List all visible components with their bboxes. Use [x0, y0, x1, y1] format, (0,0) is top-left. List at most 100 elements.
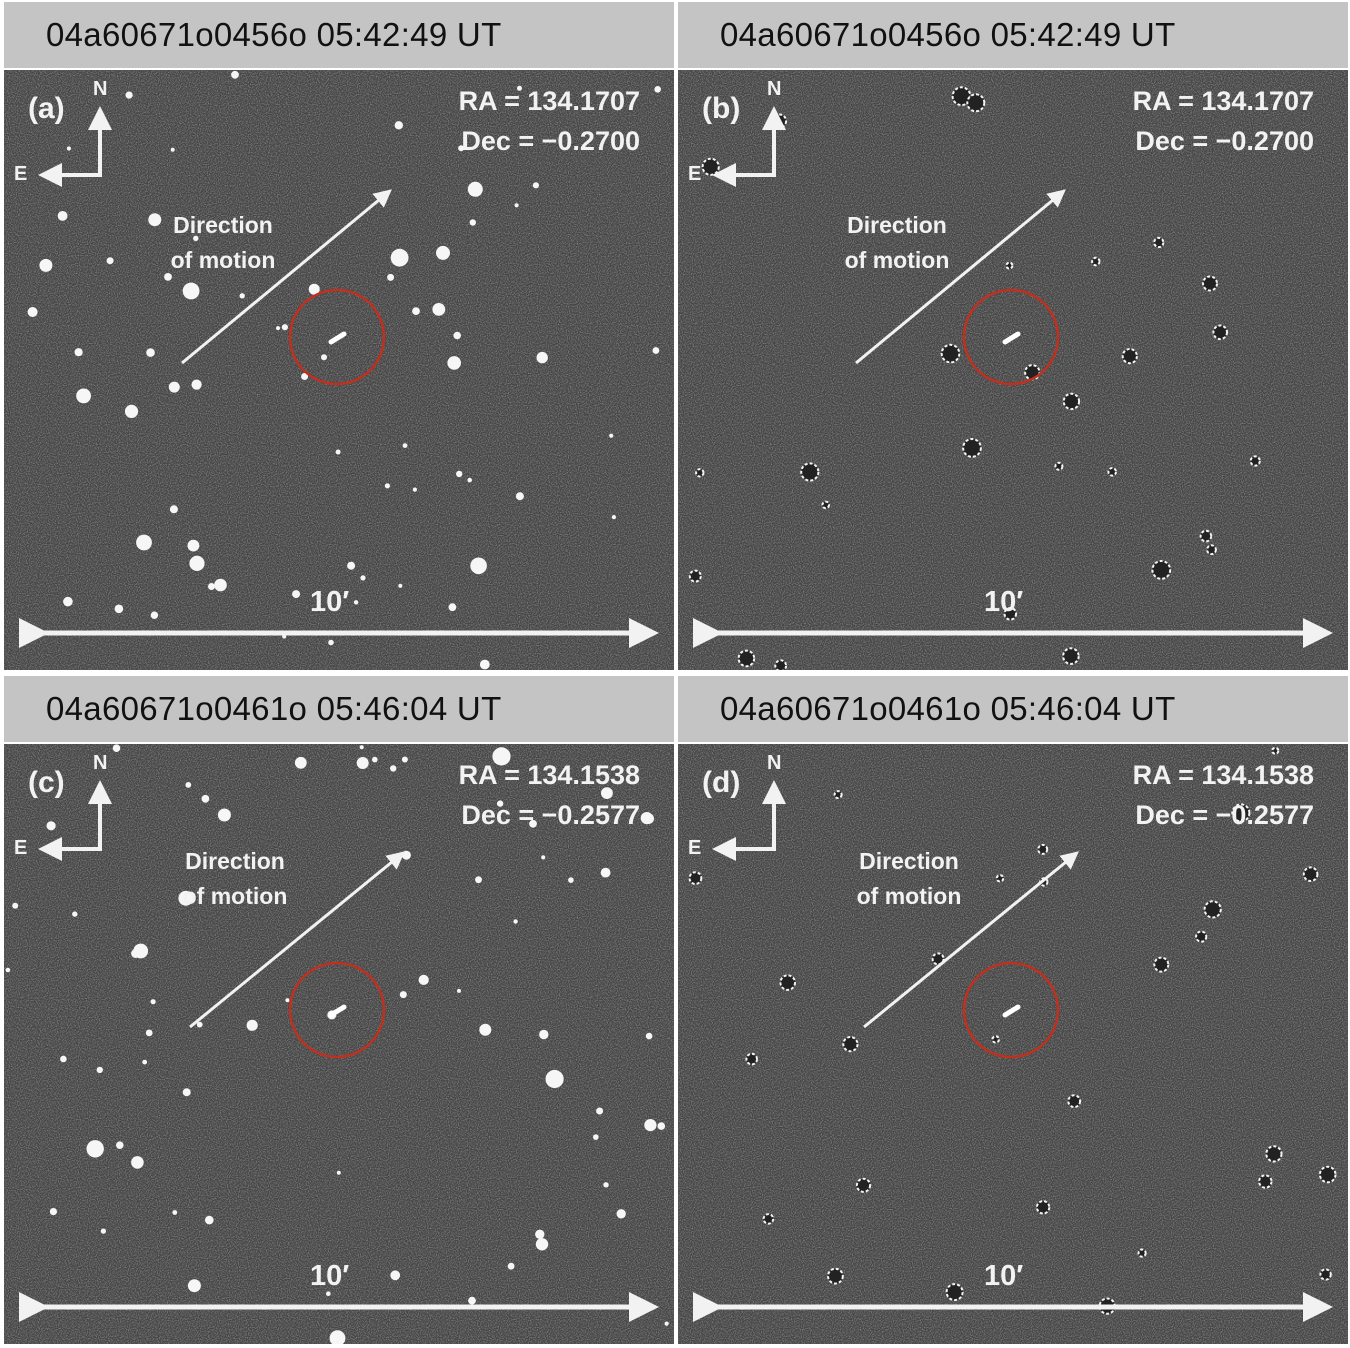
east-label: E	[688, 837, 702, 859]
star	[182, 1088, 191, 1097]
star	[603, 1182, 609, 1188]
star	[372, 756, 378, 763]
star	[479, 659, 490, 670]
star	[931, 952, 945, 966]
star	[394, 121, 403, 130]
star	[827, 1267, 844, 1285]
star	[74, 348, 83, 357]
east-label: E	[688, 163, 702, 185]
star	[1003, 607, 1018, 621]
star	[779, 974, 796, 991]
star	[644, 1119, 657, 1132]
star	[390, 248, 409, 267]
star	[308, 283, 320, 295]
east-label: E	[14, 837, 28, 859]
star	[945, 1283, 964, 1302]
star	[191, 379, 202, 390]
star	[596, 1107, 604, 1115]
star	[133, 943, 149, 959]
figure-panel-b: 04a60671o0456o 05:42:49 UT (b) N E RA = …	[678, 2, 1348, 670]
star	[447, 356, 462, 370]
star	[39, 258, 53, 272]
star	[86, 1140, 104, 1158]
star	[600, 867, 611, 878]
star	[418, 974, 429, 985]
star	[1107, 467, 1118, 477]
star	[664, 1321, 669, 1326]
star	[479, 1023, 492, 1036]
star	[951, 86, 972, 107]
ra-coordinate: RA = 134.1707	[458, 86, 640, 116]
star	[701, 157, 720, 176]
motion-direction-arrow	[181, 189, 392, 365]
star	[217, 808, 231, 822]
dec-coordinate: Dec = −0.2700	[1135, 126, 1314, 156]
star	[239, 293, 245, 299]
star	[532, 182, 540, 189]
star	[1231, 803, 1251, 823]
star	[1062, 392, 1081, 411]
star	[1302, 866, 1319, 882]
star	[536, 351, 548, 364]
star	[1153, 236, 1165, 249]
star	[1318, 1165, 1337, 1184]
star	[187, 539, 200, 552]
sky-noise	[4, 744, 674, 1344]
star	[27, 307, 38, 317]
star	[991, 1035, 1000, 1044]
star	[1035, 1200, 1051, 1215]
star	[593, 1134, 599, 1140]
star	[100, 1228, 106, 1234]
sky-image: (c) N E RA = 134.1538 Dec = −0.2577 Dire…	[4, 744, 674, 1344]
star	[116, 1141, 124, 1149]
star	[535, 1238, 549, 1251]
star	[568, 877, 574, 883]
star	[246, 1019, 258, 1031]
asteroid-highlight-circle	[288, 961, 386, 1059]
motion-label: Direction of motion	[170, 844, 300, 914]
star	[539, 1029, 549, 1040]
star	[142, 1059, 148, 1065]
star	[187, 1279, 201, 1293]
frame-timestamp: 04a60671o0461o 05:46:04 UT	[46, 690, 502, 727]
star	[1054, 461, 1064, 471]
star	[170, 147, 175, 152]
motion-label-line1: Direction	[185, 848, 285, 874]
star	[63, 596, 73, 607]
star	[774, 659, 788, 670]
star	[131, 1156, 144, 1169]
motion-label-line1: Direction	[173, 212, 273, 238]
star	[76, 388, 91, 404]
star	[467, 477, 473, 483]
ra-coordinate: RA = 134.1538	[1132, 760, 1314, 790]
motion-label: Direction of motion	[158, 208, 288, 278]
star	[535, 1229, 545, 1239]
star	[276, 326, 280, 331]
figure-panel-a: 04a60671o0456o 05:42:49 UT (a) N E RA = …	[4, 2, 674, 670]
star	[182, 282, 200, 300]
star	[609, 433, 614, 438]
star	[800, 462, 820, 482]
star	[1151, 560, 1172, 580]
star	[496, 800, 504, 807]
star	[1199, 529, 1213, 543]
frame-timestamp: 04a60671o0461o 05:46:04 UT	[720, 690, 1176, 727]
panel-label: (b)	[702, 92, 741, 125]
star	[1271, 746, 1280, 755]
motion-label-line1: Direction	[847, 212, 947, 238]
star	[514, 203, 519, 208]
sky-field	[4, 70, 674, 670]
star	[507, 1262, 515, 1270]
star	[196, 1021, 203, 1028]
frame-timestamp: 04a60671o0456o 05:42:49 UT	[720, 16, 1176, 53]
star	[1091, 256, 1101, 267]
star	[164, 273, 172, 281]
star	[390, 765, 397, 772]
star	[168, 381, 180, 393]
star	[360, 575, 366, 581]
motion-direction-arrow	[863, 851, 1079, 1029]
star	[640, 812, 653, 825]
asteroid-trail	[328, 1004, 347, 1018]
sky-noise	[678, 744, 1348, 1344]
star	[390, 1270, 401, 1281]
